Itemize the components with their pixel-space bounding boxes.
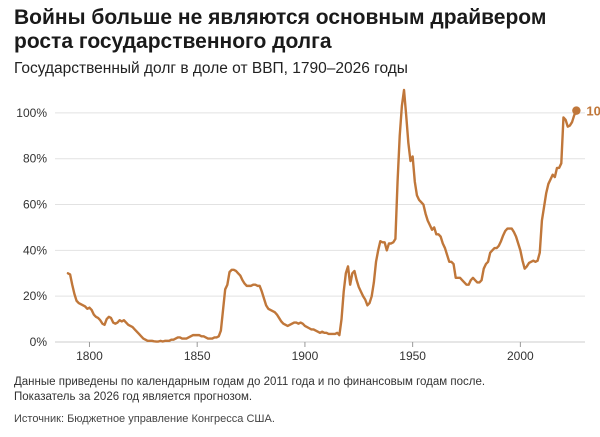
- grid-layer: [55, 112, 585, 297]
- chart-source: Источник: Бюджетное управление Конгресса…: [14, 413, 275, 425]
- y-tick-label: 20%: [23, 289, 47, 303]
- endpoint-marker: [572, 106, 581, 115]
- x-tick-label: 1850: [184, 349, 211, 363]
- label-layer: 0% 20% 40% 60% 80% 100% 1800 1850 1900 1950 2000 10…: [16, 104, 600, 363]
- x-tick-label: 1950: [399, 349, 426, 363]
- note-line-2: Показатель за 2026 год является прогнозо…: [14, 391, 253, 403]
- chart-note: Данные приведены по календарным годам до…: [14, 375, 589, 405]
- endpoint-value-label: 101%: [586, 104, 600, 119]
- y-tick-label: 40%: [23, 243, 47, 257]
- line-chart: 0% 20% 40% 60% 80% 100% 1800 1850 1900 1950 2000 10…: [16, 88, 600, 363]
- debt-series-line: [66, 88, 578, 343]
- series-layer: [66, 88, 581, 343]
- y-tick-label: 0%: [30, 335, 48, 349]
- x-tick-label: 1900: [292, 349, 319, 363]
- x-tick-label: 2000: [507, 349, 534, 363]
- note-line-1: Данные приведены по календарным годам до…: [14, 376, 486, 388]
- chart-subtitle: Государственный долг в доле от ВВП, 1790…: [14, 60, 408, 77]
- y-tick-label: 80%: [23, 152, 47, 166]
- x-tick-label: 1800: [76, 349, 103, 363]
- chart-title: Войны больше не являются основным драйве…: [14, 6, 547, 53]
- y-tick-label: 100%: [16, 106, 47, 120]
- axis-layer: [55, 341, 585, 347]
- y-tick-label: 60%: [23, 198, 47, 212]
